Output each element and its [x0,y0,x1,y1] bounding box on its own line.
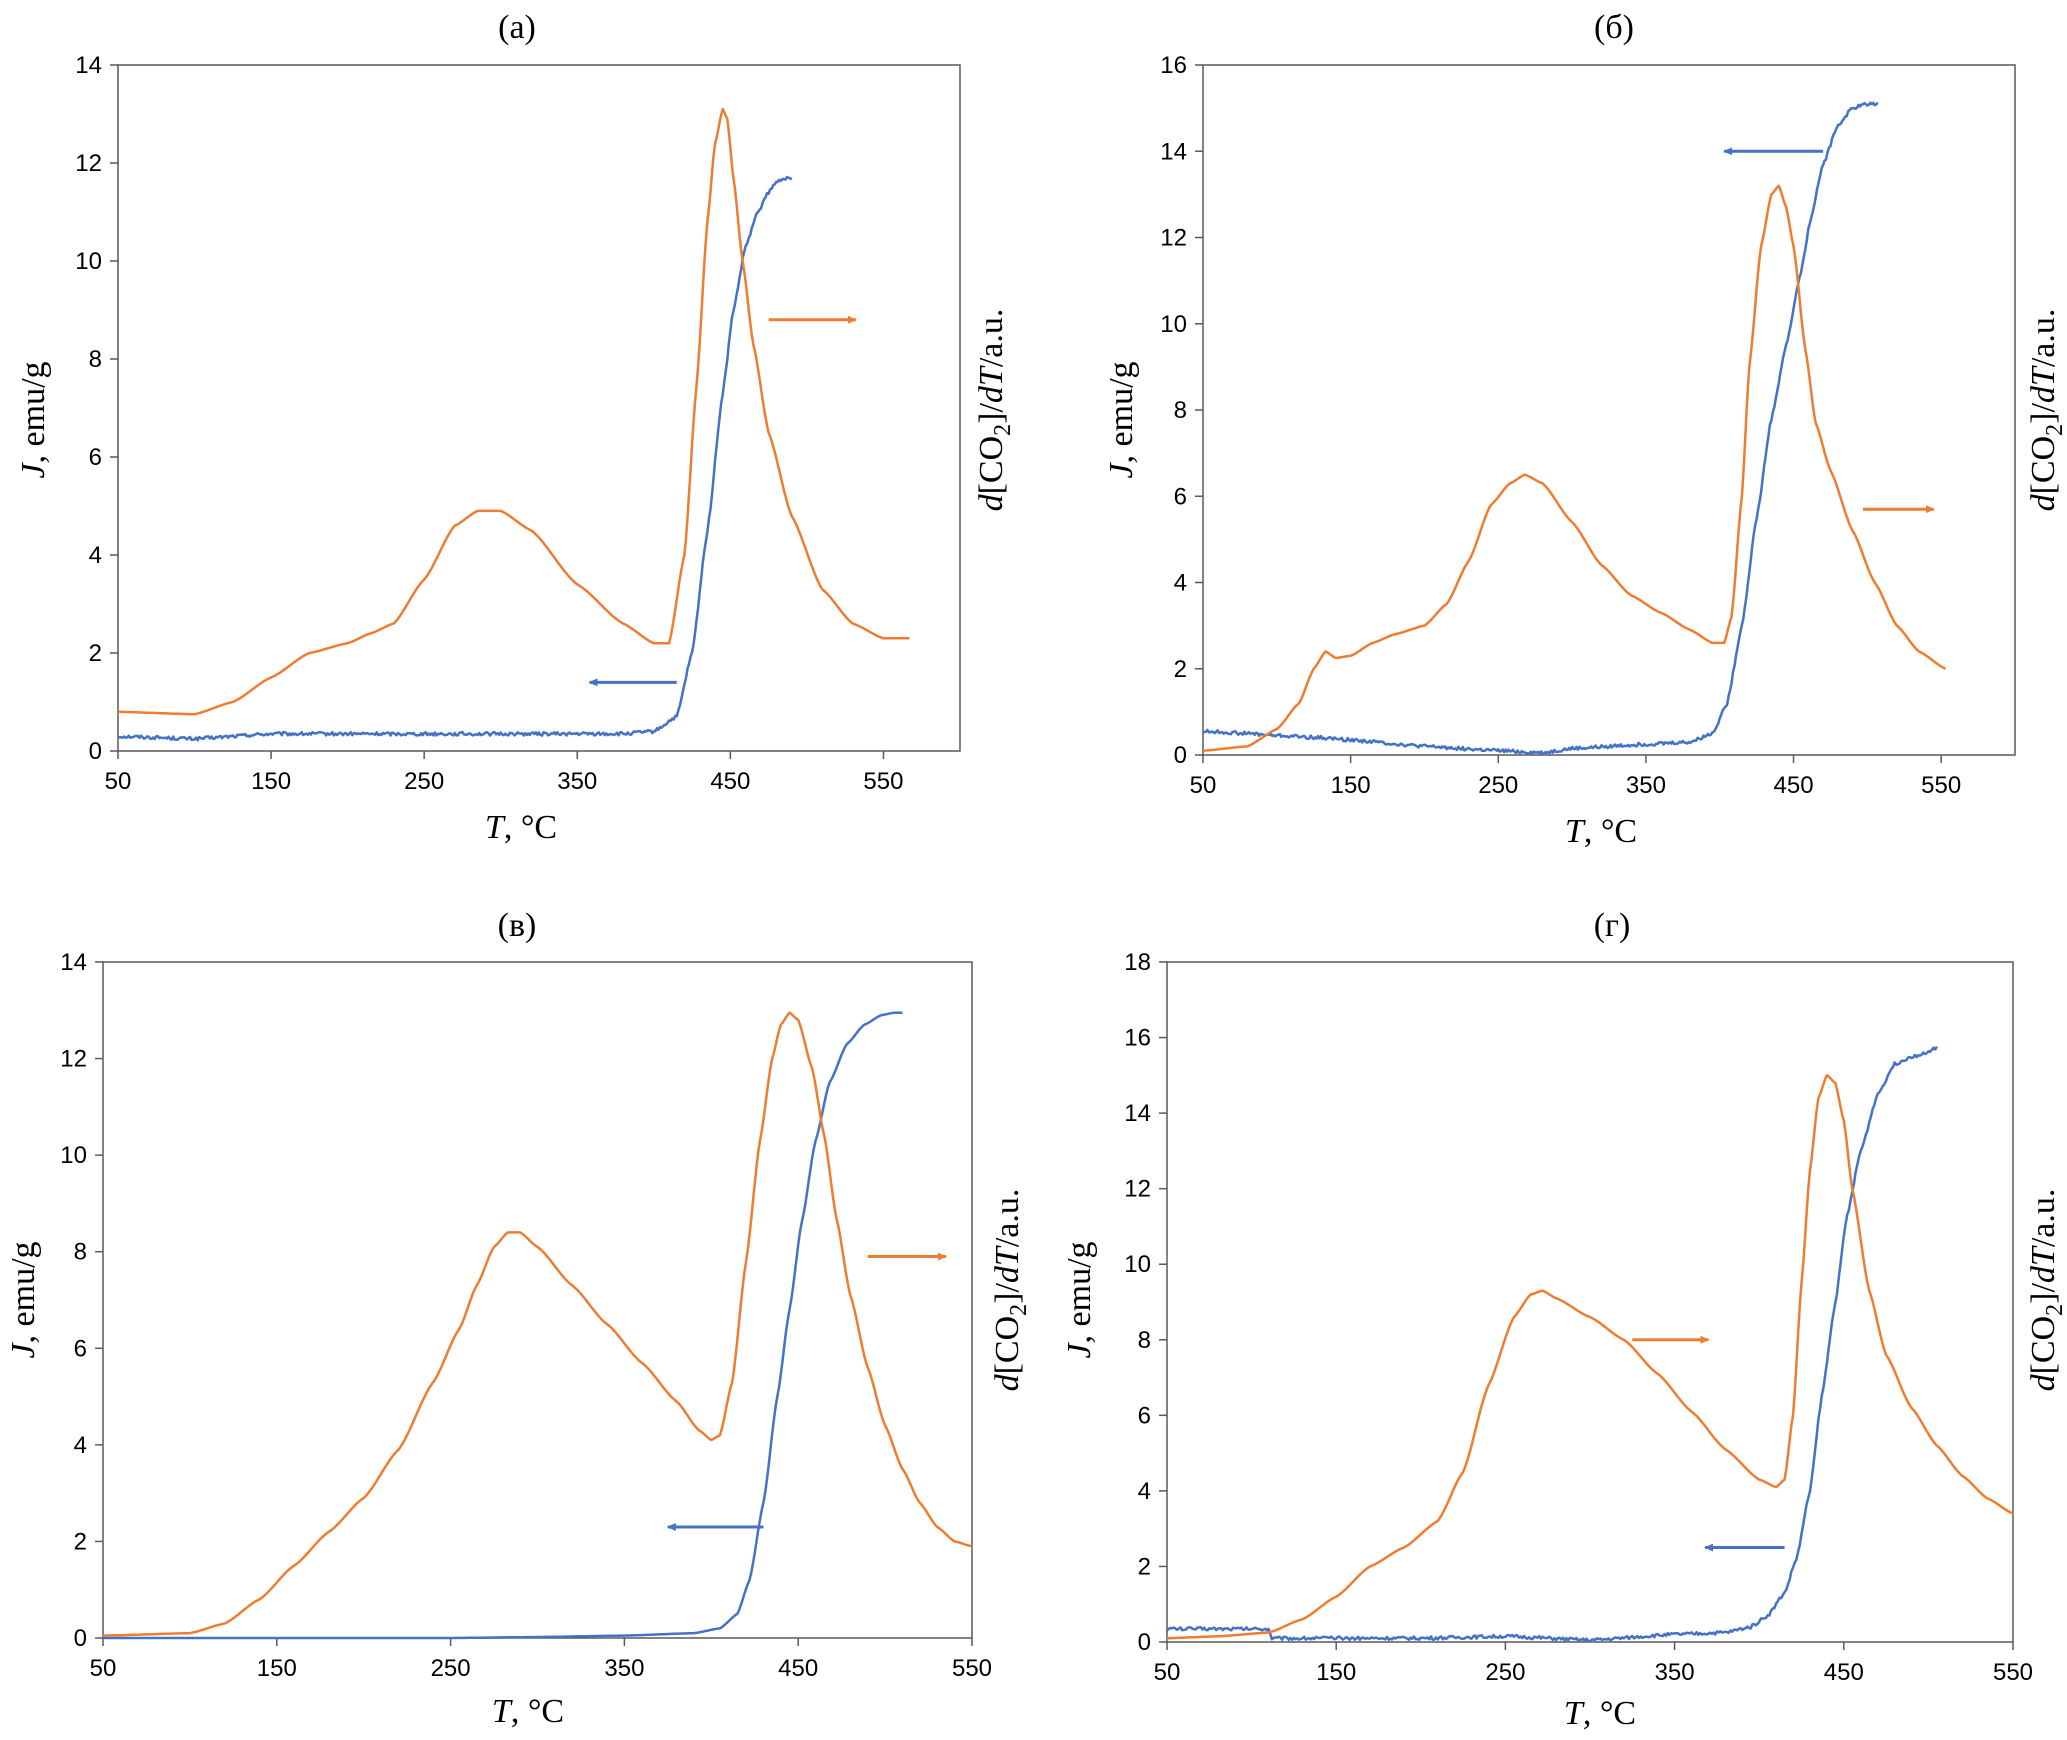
panel-b-co2-rate-curve [1202,184,1947,752]
panel-b-title: (б) [1594,9,1634,46]
panel-b-y-tick-label: 10 [1160,311,1187,338]
panel-d-x-tick-label: 50 [1154,1659,1181,1686]
panel-a-x-tick-label: 350 [557,768,597,795]
panel-c-magnetization-curve [103,1011,903,1640]
panel-c-y-tick-label: 0 [74,1625,87,1652]
panel-d-y-tick-label: 16 [1124,1025,1151,1052]
panel-d-magnetization-curve [1166,1045,1938,1643]
panel-c-x-tick-label: 50 [90,1655,117,1682]
panel-d-y-tick-label: 2 [1138,1553,1151,1580]
panel-c-y-tick-label: 8 [74,1239,87,1266]
panel-c-x-tick-label: 350 [604,1655,644,1682]
panel-d: (г) 0 2 4 6 8 10 12 14 16 18 50 150 250 350 450 550 T, … [1061,907,2067,1732]
panel-b-y-tick-label: 2 [1174,656,1187,683]
panel-a-y-tick-label: 10 [75,248,102,275]
panel-c-x-tick-label: 150 [257,1655,297,1682]
panel-d-plot: 0 2 4 6 8 10 12 14 16 18 50 150 250 350 450 550 [1124,949,2033,1686]
panel-b-x-tick-label: 150 [1331,772,1371,799]
panel-d-x-tick-label: 450 [1824,1659,1864,1686]
panel-b-y-tick-label: 14 [1160,138,1187,165]
panel-a-x-tick-label: 50 [105,768,132,795]
panel-a-x-tick-label: 550 [863,768,903,795]
panel-c-y2-axis-label: d[CO2]/dT/a.u. [989,1189,1032,1392]
panel-a-y-axis-label: J, emu/g [15,361,52,478]
panel-b-x-tick-label: 50 [1190,772,1217,799]
panel-d-x-tick-label: 550 [1993,1659,2033,1686]
panel-d-co2-rate-curve [1167,1074,2014,1640]
panel-d-y-tick-label: 14 [1124,1100,1151,1127]
panel-d-y2-axis-label: d[CO2]/dT/a.u. [2025,1189,2067,1392]
panel-a-co2-rate-curve [118,107,910,716]
panel-b-x-tick-label: 550 [1921,772,1961,799]
panel-b-x-tick-label: 450 [1774,772,1814,799]
panel-a-y-tick-label: 6 [89,444,102,471]
panel-c-x-axis-label: T, °C [492,1693,564,1730]
panel-c-x-tick-label: 550 [952,1655,992,1682]
panel-b-x-tick-label: 250 [1478,772,1518,799]
panel-b-x-axis-label: T, °C [1565,813,1637,850]
panel-b-y-tick-label: 0 [1174,742,1187,769]
panel-c-y-axis-label: J, emu/g [5,1241,42,1358]
panel-a-y-tick-label: 12 [75,150,102,177]
panel-c-title: (в) [498,907,537,944]
panel-d-y-tick-label: 18 [1124,949,1151,976]
panel-a-y-tick-label: 2 [89,640,102,667]
panel-c-y-tick-label: 14 [60,949,87,976]
panel-c-co2-rate-curve [103,1011,973,1637]
panel-b-y2-axis-label: d[CO2]/dT/a.u. [2025,309,2067,512]
panel-b-y-axis-label: J, emu/g [1103,361,1140,478]
panel-b-y-tick-label: 12 [1160,225,1187,252]
panel-c-y-tick-label: 4 [74,1432,87,1459]
panel-c-y-tick-label: 12 [60,1046,87,1073]
panel-d-y-tick-label: 0 [1138,1629,1151,1656]
panel-a-y-tick-label: 4 [89,542,102,569]
panel-c-y-tick-label: 6 [74,1335,87,1362]
panel-a-y-tick-label: 14 [75,52,102,79]
panel-a-x-tick-label: 250 [404,768,444,795]
panel-c: (в) 0 2 4 6 8 10 12 14 50 150 250 350 450 550 T, °C J… [5,907,1032,1730]
panel-a-x-tick-label: 450 [710,768,750,795]
panel-b-y-tick-label: 6 [1174,483,1187,510]
panel-c-x-tick-label: 250 [431,1655,471,1682]
panel-d-y-tick-label: 12 [1124,1176,1151,1203]
panel-d-y-tick-label: 8 [1138,1327,1151,1354]
panel-a-y-tick-label: 0 [89,738,102,765]
panel-d-x-tick-label: 350 [1655,1659,1695,1686]
panel-a-plot-frame [117,64,961,752]
panel-d-y-tick-label: 4 [1138,1478,1151,1505]
panel-b-magnetization-curve [1203,101,1879,756]
panel-d-y-tick-label: 6 [1138,1402,1151,1429]
panel-c-y-tick-label: 2 [74,1528,87,1555]
panel-a-y-tick-label: 8 [89,346,102,373]
panel-b-y-tick-label: 16 [1160,52,1187,79]
panel-a-plot: 0 2 4 6 8 10 12 14 50 150 250 350 450 550 [75,52,961,795]
panel-b-y-tick-label: 8 [1174,397,1187,424]
panel-d-y-axis-label: J, emu/g [1061,1241,1098,1358]
panel-a-y2-axis-label: d[CO2]/dT/a.u. [973,309,1016,512]
panel-b: (б) 0 2 4 6 8 10 12 14 16 50 150 250 350 450 550 T, °C… [1103,9,2067,850]
panel-a-x-axis-label: T, °C [485,809,557,846]
panel-c-plot: 0 2 4 6 8 10 12 14 50 150 250 350 450 550 [60,949,992,1682]
panel-a: (а) 0 2 4 6 8 10 12 14 50 150 250 350 450 550 T, °C J… [15,9,1016,846]
panel-a-x-tick-label: 150 [251,768,291,795]
panel-c-y-tick-label: 10 [60,1142,87,1169]
panel-c-x-tick-label: 450 [778,1655,818,1682]
panel-b-plot: 0 2 4 6 8 10 12 14 16 50 150 250 350 450 550 [1160,52,2016,799]
panel-d-x-axis-label: T, °C [1564,1695,1636,1732]
panel-d-y-tick-label: 10 [1124,1251,1151,1278]
panel-c-plot-frame [102,961,973,1639]
panel-d-x-tick-label: 250 [1485,1659,1525,1686]
panel-d-x-tick-label: 150 [1316,1659,1356,1686]
panel-b-x-tick-label: 350 [1626,772,1666,799]
panel-d-plot-frame [1166,961,2014,1643]
panel-a-magnetization-curve [117,175,793,742]
panel-d-title: (г) [1594,907,1631,944]
panel-a-title: (а) [498,9,536,46]
panel-b-y-tick-label: 4 [1174,570,1187,597]
